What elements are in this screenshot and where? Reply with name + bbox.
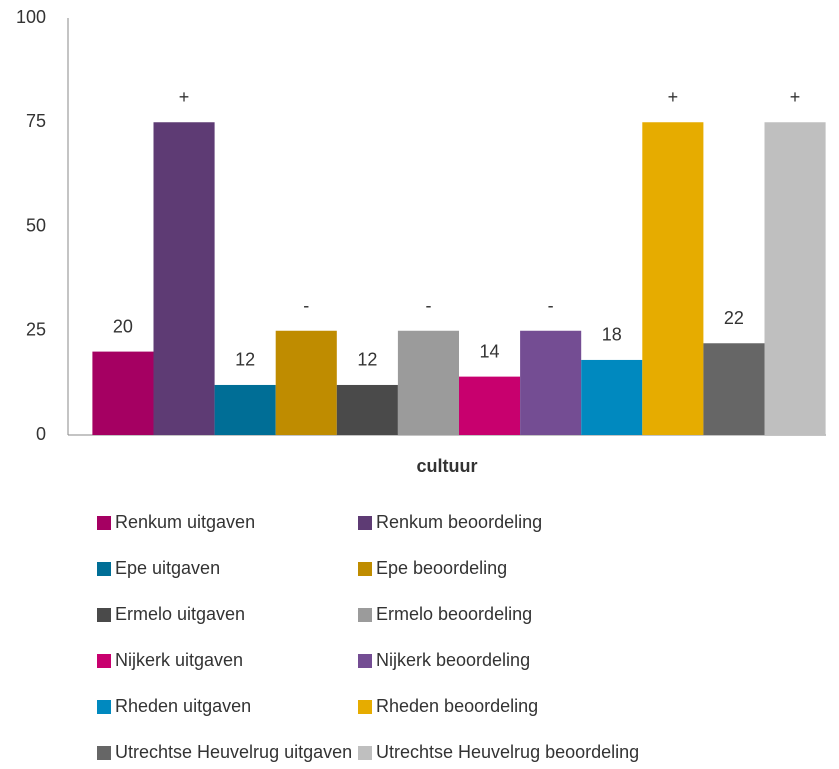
legend-label: Ermelo beoordeling <box>376 604 532 624</box>
legend-label: Utrechtse Heuvelrug beoordeling <box>376 742 639 762</box>
bar <box>764 122 826 435</box>
legend-label: Renkum beoordeling <box>376 512 542 532</box>
legend-swatch <box>97 654 111 668</box>
data-label: + <box>179 87 190 107</box>
data-label: 22 <box>724 308 744 328</box>
data-label: - <box>548 296 554 316</box>
legend-swatch <box>358 562 372 576</box>
bar <box>459 376 521 435</box>
data-label: 12 <box>235 350 255 370</box>
bar <box>92 351 154 435</box>
legend-swatch <box>97 608 111 622</box>
bar <box>703 343 765 435</box>
bar <box>642 122 704 435</box>
y-tick-label: 25 <box>26 320 46 340</box>
data-label: 14 <box>480 341 500 361</box>
legend-label: Rheden beoordeling <box>376 696 538 716</box>
data-label: - <box>303 296 309 316</box>
legend-swatch <box>97 562 111 576</box>
legend-label: Nijkerk uitgaven <box>115 650 243 670</box>
legend-swatch <box>97 516 111 530</box>
bar <box>336 384 398 435</box>
y-tick-label: 50 <box>26 215 46 235</box>
data-label: + <box>668 87 679 107</box>
data-label: 20 <box>113 316 133 336</box>
legend-label: Ermelo uitgaven <box>115 604 245 624</box>
legend-swatch <box>358 746 372 760</box>
bar <box>214 384 276 435</box>
legend-label: Epe uitgaven <box>115 558 220 578</box>
data-label: 12 <box>357 350 377 370</box>
legend-label: Epe beoordeling <box>376 558 507 578</box>
legend-swatch <box>97 746 111 760</box>
bar <box>581 359 643 435</box>
x-tick-label: cultuur <box>417 456 478 476</box>
legend-label: Rheden uitgaven <box>115 696 251 716</box>
bar <box>275 330 337 435</box>
bar <box>153 122 215 435</box>
bar <box>520 330 582 435</box>
legend-swatch <box>97 700 111 714</box>
data-label: 18 <box>602 325 622 345</box>
legend-swatch <box>358 516 372 530</box>
legend-label: Utrechtse Heuvelrug uitgaven <box>115 742 352 762</box>
data-label: + <box>790 87 801 107</box>
legend-swatch <box>358 700 372 714</box>
data-label: - <box>425 296 431 316</box>
legend-swatch <box>358 608 372 622</box>
legend-swatch <box>358 654 372 668</box>
y-tick-label: 100 <box>16 7 46 27</box>
legend-label: Renkum uitgaven <box>115 512 255 532</box>
bar <box>397 330 459 435</box>
y-tick-label: 75 <box>26 111 46 131</box>
legend-label: Nijkerk beoordeling <box>376 650 530 670</box>
y-tick-label: 0 <box>36 424 46 444</box>
